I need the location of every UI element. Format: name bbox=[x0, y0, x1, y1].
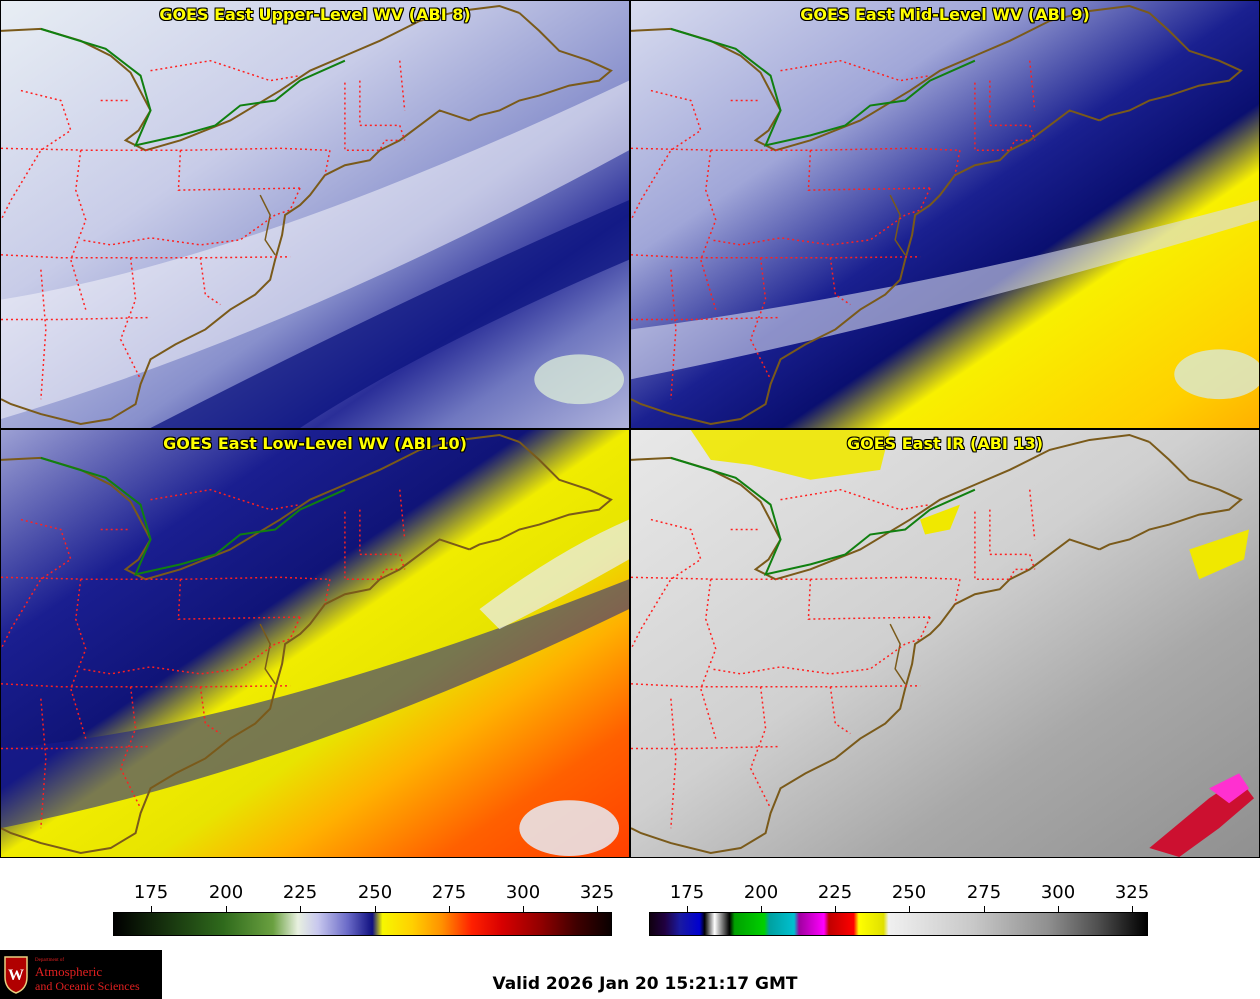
tick-label: 325 bbox=[579, 882, 615, 903]
ir-colorbar-gradient bbox=[649, 912, 1148, 936]
logo-line-2: Atmospheric bbox=[35, 964, 103, 979]
tick-label: 200 bbox=[743, 882, 779, 903]
uw-crest-icon: W bbox=[4, 956, 28, 994]
mid-level-wv-image bbox=[631, 1, 1259, 428]
svg-text:W: W bbox=[8, 967, 24, 984]
tick-label: 175 bbox=[669, 882, 705, 903]
tick-label: 250 bbox=[891, 882, 927, 903]
wv-colorbar-gradient bbox=[113, 912, 612, 936]
tick-label: 325 bbox=[1114, 882, 1150, 903]
ir-colorbar-labels: 175 200 225 250 275 300 325 bbox=[649, 882, 1150, 904]
tick-label: 225 bbox=[282, 882, 318, 903]
tick-label: 275 bbox=[966, 882, 1002, 903]
tick-label: 300 bbox=[505, 882, 541, 903]
ir-colorbar: 175 200 225 250 275 300 325 bbox=[649, 872, 1150, 942]
wv-colorbar-labels: 175 200 225 250 275 300 325 bbox=[113, 882, 615, 904]
tick-label: 300 bbox=[1040, 882, 1076, 903]
panel-low-level-wv: GOES East Low-Level WV (ABI 10) bbox=[0, 429, 630, 858]
wv-colorbar: 175 200 225 250 275 300 325 bbox=[113, 872, 615, 942]
logo-line-3: and Oceanic Sciences bbox=[35, 979, 140, 993]
tick-label: 275 bbox=[431, 882, 467, 903]
panel-title: GOES East Low-Level WV (ABI 10) bbox=[163, 434, 467, 453]
tick-label: 175 bbox=[133, 882, 169, 903]
low-level-wv-image bbox=[1, 430, 629, 857]
tick-label: 250 bbox=[357, 882, 393, 903]
tick-label: 225 bbox=[817, 882, 853, 903]
ir-colorbar-ticks bbox=[649, 906, 1148, 912]
logo-line-1: Department of bbox=[35, 958, 65, 963]
panel-title: GOES East Upper-Level WV (ABI 8) bbox=[159, 5, 471, 24]
panel-upper-level-wv: GOES East Upper-Level WV (ABI 8) bbox=[0, 0, 630, 429]
panel-title: GOES East IR (ABI 13) bbox=[846, 434, 1044, 453]
wv-colorbar-ticks bbox=[113, 906, 612, 912]
upper-level-wv-image bbox=[1, 1, 629, 428]
panel-ir: GOES East IR (ABI 13) bbox=[630, 429, 1260, 858]
aos-logo[interactable]: W Department of Atmospheric and Oceanic … bbox=[0, 950, 162, 999]
valid-time: Valid 2026 Jan 20 15:21:17 GMT bbox=[492, 974, 798, 994]
ir-image bbox=[631, 430, 1259, 857]
panel-title: GOES East Mid-Level WV (ABI 9) bbox=[800, 5, 1090, 24]
tick-label: 200 bbox=[208, 882, 244, 903]
panel-mid-level-wv: GOES East Mid-Level WV (ABI 9) bbox=[630, 0, 1260, 429]
